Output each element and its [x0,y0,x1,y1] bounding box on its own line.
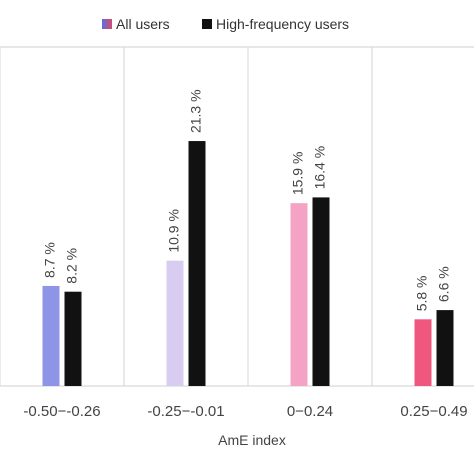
x-axis-title: AmE index [218,432,286,448]
legend: All users High-frequency users [102,16,349,32]
x-tick-label-0: -0.50−-0.26 [23,403,100,420]
data-label-all-users-1: 10.9 % [166,209,182,253]
data-label-high-frequency-users-1: 21.3 % [188,89,204,133]
bar-high-frequency-users-0 [64,291,82,386]
data-label-all-users-0: 8.7 % [42,242,58,278]
data-label-high-frequency-users-3: 6.6 % [436,266,452,302]
x-tick-label-3: 0.25−0.49 [400,403,467,420]
legend-swatch-high-frequency-users [202,19,212,29]
bar-all-users-0 [42,285,60,386]
data-label-high-frequency-users-0: 8.2 % [64,248,80,284]
x-tick-label-1: -0.25−-0.01 [147,403,224,420]
bar-high-frequency-users-3 [436,310,454,386]
x-tick-label-2: 0−0.24 [287,403,333,420]
data-label-all-users-2: 15.9 % [290,152,306,196]
bars-layer [42,141,454,386]
bar-all-users-1 [166,260,184,386]
data-labels-layer: 8.7 % 8.2 % 10.9 % 21.3 % 15.9 % 16.4 % 5.8 % 6… [42,89,452,311]
bar-high-frequency-users-1 [188,141,206,386]
data-label-high-frequency-users-2: 16.4 % [312,146,328,190]
bar-high-frequency-users-2 [312,197,330,386]
bar-all-users-2 [290,203,308,386]
legend-label-all-users: All users [116,16,170,32]
data-label-all-users-3: 5.8 % [414,275,430,311]
legend-swatch-all-users [102,19,112,29]
bar-all-users-3 [414,319,432,386]
x-axis-ticks-layer: -0.50−-0.26 -0.25−-0.01 0−0.24 0.25−0.49 [23,403,467,420]
legend-label-high-frequency-users: High-frequency users [216,16,349,32]
